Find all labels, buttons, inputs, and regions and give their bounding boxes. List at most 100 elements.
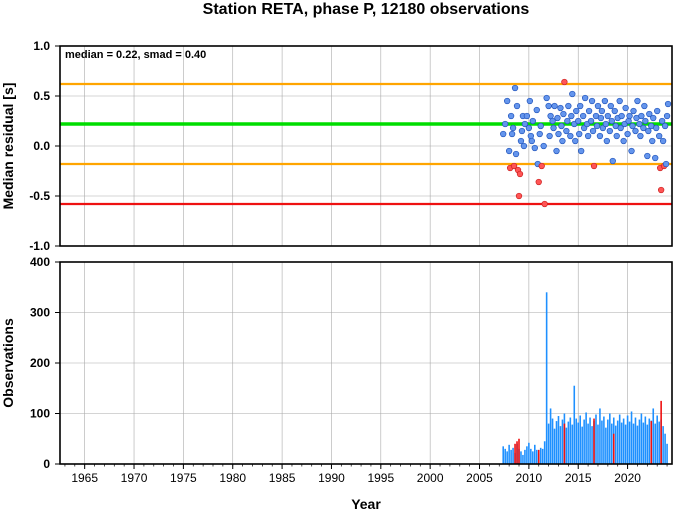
observation-bar — [569, 417, 572, 464]
observation-bar — [628, 421, 631, 464]
residual-y-tick-label: 1.0 — [33, 39, 50, 53]
residual-point — [504, 97, 511, 105]
residual-point — [520, 142, 528, 150]
residual-point — [549, 117, 556, 125]
residual-point — [634, 97, 641, 105]
residual-point — [518, 127, 526, 135]
observation-bar — [557, 416, 560, 464]
residual-point — [637, 132, 644, 140]
observation-bar — [618, 414, 621, 464]
observation-bar — [573, 385, 576, 464]
residual-point — [568, 112, 575, 120]
highlight-bar — [563, 423, 566, 464]
residual-point — [658, 117, 666, 125]
residual-y-tick-label: 0.0 — [33, 139, 50, 153]
x-tick-label: 2015 — [565, 471, 592, 485]
observation-bar — [571, 424, 574, 464]
observation-bar — [632, 423, 635, 464]
residual-point — [636, 120, 643, 128]
residual-point — [554, 114, 561, 122]
residual-point — [508, 130, 516, 138]
residual-point — [580, 112, 587, 120]
observation-bar — [609, 413, 611, 464]
residual-point — [601, 97, 609, 105]
observation-bar — [555, 421, 558, 464]
residual-point — [543, 94, 550, 102]
residual-point — [545, 102, 552, 110]
highlight-bar — [537, 449, 540, 464]
residual-point — [646, 110, 653, 118]
observation-bar — [626, 415, 629, 464]
residual-point — [656, 132, 663, 140]
outlier-point — [590, 162, 598, 170]
observation-bar — [601, 420, 603, 464]
residual-point — [513, 102, 521, 110]
highlight-bar — [593, 418, 595, 464]
residual-point — [624, 130, 631, 138]
residual-point — [654, 107, 661, 115]
x-tick-label: 1990 — [318, 471, 345, 485]
residual-y-tick-label: -1.0 — [29, 239, 50, 253]
residual-point — [626, 112, 633, 120]
highlight-bar — [518, 438, 520, 464]
residual-point — [536, 130, 543, 138]
observation-bar — [638, 419, 641, 464]
residual-point — [641, 102, 648, 110]
residual-point — [618, 112, 625, 120]
residual-point — [560, 110, 567, 118]
observations-y-tick-label: 0 — [43, 457, 50, 471]
reference-lines — [60, 82, 672, 206]
observation-bar — [583, 419, 585, 464]
observation-bar — [551, 418, 554, 464]
observation-bar — [607, 419, 609, 464]
x-tick-label: 2005 — [466, 471, 493, 485]
residual-point — [630, 107, 637, 115]
residual-point — [507, 112, 515, 120]
observations-y-axis-label: Observations — [0, 318, 16, 408]
residual-point — [575, 117, 582, 125]
observation-bar — [622, 418, 625, 464]
x-tick-label: 1995 — [367, 471, 394, 485]
residual-point — [640, 124, 647, 132]
residual-point — [559, 137, 566, 145]
observation-bar — [565, 427, 568, 464]
residual-point — [661, 122, 669, 130]
residual-point — [569, 90, 576, 98]
x-tick-label: 2020 — [614, 471, 641, 485]
x-tick-label: 1975 — [170, 471, 197, 485]
observation-bar — [539, 447, 542, 464]
residual-point — [509, 124, 517, 132]
residual-point — [652, 154, 659, 162]
residual-point — [616, 97, 623, 105]
outlier-point — [535, 178, 542, 186]
x-tick-label: 1970 — [121, 471, 148, 485]
observation-bar — [664, 433, 666, 464]
residual-point — [602, 120, 610, 128]
observation-bar — [577, 422, 580, 464]
residual-point — [653, 124, 660, 132]
outlier-point — [538, 162, 545, 170]
residual-point — [546, 132, 553, 140]
observations-y-tick-label: 100 — [30, 407, 50, 421]
residual-point — [642, 117, 649, 125]
residual-point — [577, 102, 584, 110]
observation-bar — [634, 417, 637, 464]
outlier-point — [516, 170, 524, 178]
residual-point — [606, 127, 613, 135]
observation-bar — [646, 424, 649, 464]
residual-point — [528, 137, 535, 145]
residual-point — [594, 102, 602, 110]
residual-point — [572, 137, 579, 145]
residual-point — [659, 137, 667, 145]
outlier-point — [510, 162, 518, 170]
residual-point — [529, 117, 536, 125]
residual-point — [581, 94, 589, 102]
observation-bar — [575, 418, 578, 464]
observation-bar — [644, 416, 647, 464]
x-tick-label: 1980 — [219, 471, 246, 485]
highlight-bar — [660, 400, 662, 464]
residual-point — [650, 114, 657, 122]
residual-point — [644, 152, 651, 160]
x-tick-label: 1985 — [269, 471, 296, 485]
observation-bar — [591, 426, 593, 464]
